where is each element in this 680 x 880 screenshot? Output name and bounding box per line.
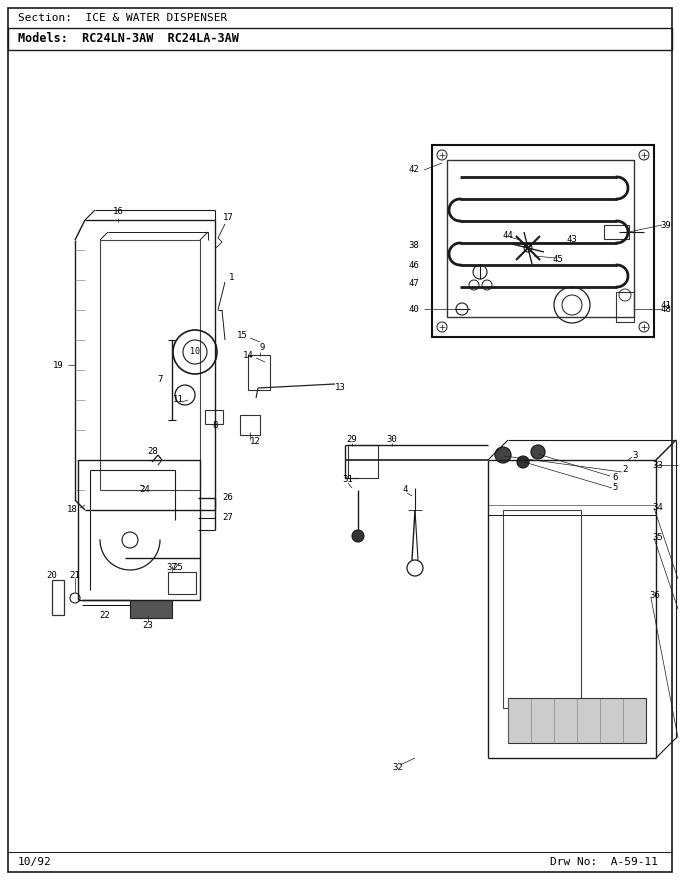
Text: 35: 35 — [653, 533, 664, 542]
Circle shape — [531, 445, 545, 459]
Text: 25: 25 — [173, 563, 184, 573]
Text: 29: 29 — [347, 436, 358, 444]
Bar — [205, 410, 223, 424]
Text: 22: 22 — [100, 611, 110, 620]
Text: 32: 32 — [392, 764, 403, 773]
Text: 36: 36 — [649, 590, 660, 599]
Text: 41: 41 — [661, 300, 671, 310]
Text: 42: 42 — [409, 165, 420, 174]
Text: 3: 3 — [632, 451, 638, 459]
Text: 46: 46 — [409, 260, 420, 269]
Text: 15: 15 — [237, 332, 248, 341]
Text: Section:  ICE & WATER DISPENSER: Section: ICE & WATER DISPENSER — [18, 13, 227, 23]
Text: 45: 45 — [553, 255, 563, 265]
Bar — [100, 240, 200, 490]
Text: 8: 8 — [212, 421, 218, 429]
Bar — [130, 600, 172, 618]
Text: 1: 1 — [229, 274, 235, 282]
Text: 34: 34 — [653, 503, 664, 512]
Text: 21: 21 — [69, 570, 80, 580]
Circle shape — [352, 530, 364, 542]
Bar — [604, 225, 629, 239]
Circle shape — [495, 447, 511, 463]
Text: 4: 4 — [403, 486, 408, 495]
Text: 47: 47 — [409, 278, 420, 288]
Text: Models:  RC24LN-3AW  RC24LA-3AW: Models: RC24LN-3AW RC24LA-3AW — [18, 33, 239, 46]
Text: 44: 44 — [503, 231, 513, 239]
Text: 28: 28 — [148, 448, 158, 457]
Text: 18: 18 — [67, 505, 78, 515]
Text: 12: 12 — [250, 437, 260, 446]
Bar — [432, 145, 654, 337]
Text: 20: 20 — [47, 570, 57, 580]
Bar — [240, 415, 260, 435]
Text: 43: 43 — [566, 236, 577, 245]
Text: 9: 9 — [259, 343, 265, 353]
Text: 39: 39 — [661, 221, 671, 230]
Bar — [248, 355, 270, 390]
Text: 11: 11 — [173, 395, 184, 405]
Bar — [616, 292, 634, 322]
Text: 13: 13 — [335, 384, 345, 392]
Text: 38: 38 — [409, 240, 420, 250]
Text: 17: 17 — [222, 214, 233, 223]
Text: 2: 2 — [622, 466, 628, 474]
Text: 5: 5 — [612, 483, 617, 493]
Circle shape — [517, 456, 529, 468]
Text: Drw No:  A-59-11: Drw No: A-59-11 — [550, 857, 658, 867]
Text: 27: 27 — [222, 514, 233, 523]
Bar — [168, 572, 196, 594]
Text: 16: 16 — [113, 208, 123, 216]
Text: 10/92: 10/92 — [18, 857, 52, 867]
Bar — [52, 580, 64, 615]
Text: 26: 26 — [222, 494, 233, 502]
Text: 30: 30 — [387, 436, 397, 444]
Text: 37: 37 — [167, 563, 177, 573]
Bar — [508, 698, 646, 743]
Text: 48: 48 — [661, 304, 671, 313]
Text: 7: 7 — [157, 376, 163, 385]
Text: 6: 6 — [612, 473, 617, 482]
Text: 14: 14 — [243, 350, 254, 360]
Bar — [348, 445, 378, 478]
Text: 24: 24 — [139, 486, 150, 495]
Text: 31: 31 — [343, 475, 354, 485]
Bar — [447, 160, 634, 317]
Bar — [503, 510, 581, 708]
Text: 23: 23 — [143, 620, 154, 629]
Text: 33: 33 — [653, 460, 664, 470]
Text: 19: 19 — [52, 361, 63, 370]
Text: 10: 10 — [190, 348, 200, 356]
Text: 40: 40 — [409, 304, 420, 313]
Bar — [8, 28, 672, 50]
